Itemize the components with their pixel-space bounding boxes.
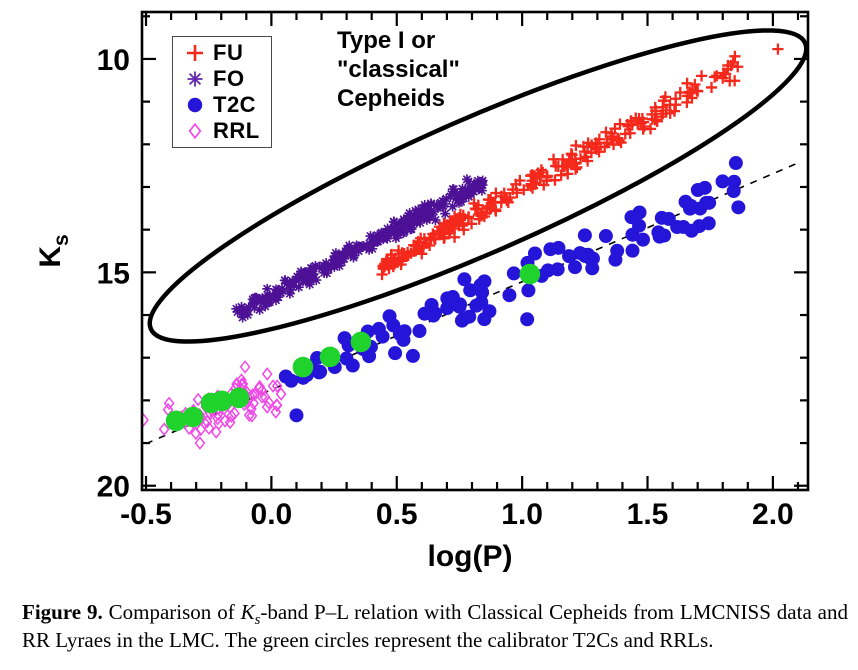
x-axis-label: log(P) xyxy=(428,540,513,573)
caption-ks-symbol: Ks xyxy=(240,600,261,629)
legend-label-fo: FO xyxy=(213,66,245,91)
y-tick-label-15: 15 xyxy=(97,257,130,290)
y-axis-label: Ks xyxy=(34,234,73,267)
legend-item-fo: FO xyxy=(182,66,271,92)
fo-asterisk-marker-icon xyxy=(182,67,209,91)
caption-text-2: -band P–L relation with Classical Cephei… xyxy=(22,600,848,652)
legend: FU FO T2C RRL xyxy=(172,36,272,148)
fu-plus-marker-icon xyxy=(182,41,209,65)
axis-ticks xyxy=(142,12,808,490)
rrl-diamond-marker-icon xyxy=(182,119,209,143)
x-tick-label-0.5: 0.5 xyxy=(376,498,418,531)
legend-item-t2c: T2C xyxy=(182,92,271,118)
annotation-line-1: Type I or xyxy=(337,27,436,54)
x-tick-label--0.5: -0.5 xyxy=(120,498,172,531)
caption-figure-label: Figure 9. xyxy=(22,600,103,624)
y-axis-tick-labels: 10 15 20 xyxy=(97,44,130,504)
caption-text-1: Comparison of xyxy=(102,600,241,624)
legend-item-rrl: RRL xyxy=(182,118,271,144)
x-tick-label-2.0: 2.0 xyxy=(752,498,794,531)
legend-item-fu: FU xyxy=(182,40,271,66)
x-tick-label-0.0: 0.0 xyxy=(251,498,293,531)
series-fo-points xyxy=(231,174,488,323)
legend-label-fu: FU xyxy=(213,40,244,65)
legend-label-t2c: T2C xyxy=(213,92,257,117)
x-tick-label-1.5: 1.5 xyxy=(627,498,669,531)
series-calibrators-points xyxy=(165,263,541,432)
series-fu-points xyxy=(376,43,784,281)
y-tick-label-20: 20 xyxy=(97,471,130,504)
annotation-line-2: "classical" xyxy=(337,56,460,83)
pl-relation-plot: -0.5 0.0 0.5 1.0 1.5 2.0 10 15 20 log(P) Ks FU FO … xyxy=(34,10,810,573)
t2c-circle-marker-icon xyxy=(182,93,209,117)
annotation-classical-cepheids: Type I or "classical" Cepheids xyxy=(337,26,460,113)
legend-label-rrl: RRL xyxy=(213,118,260,143)
y-tick-label-10: 10 xyxy=(97,44,130,77)
annotation-line-3: Cepheids xyxy=(337,85,446,112)
series-t2c-points xyxy=(278,156,746,423)
x-axis-tick-labels: -0.5 0.0 0.5 1.0 1.5 2.0 xyxy=(120,498,794,531)
classical-cepheids-ellipse xyxy=(147,28,808,344)
x-tick-label-1.0: 1.0 xyxy=(501,498,543,531)
plot-frame xyxy=(140,10,810,492)
figure-caption: Figure 9. Comparison of Ks-band P–L rela… xyxy=(0,585,858,654)
pl-relation-chart: -0.5 0.0 0.5 1.0 1.5 2.0 10 15 20 log(P) Ks xyxy=(34,10,810,573)
